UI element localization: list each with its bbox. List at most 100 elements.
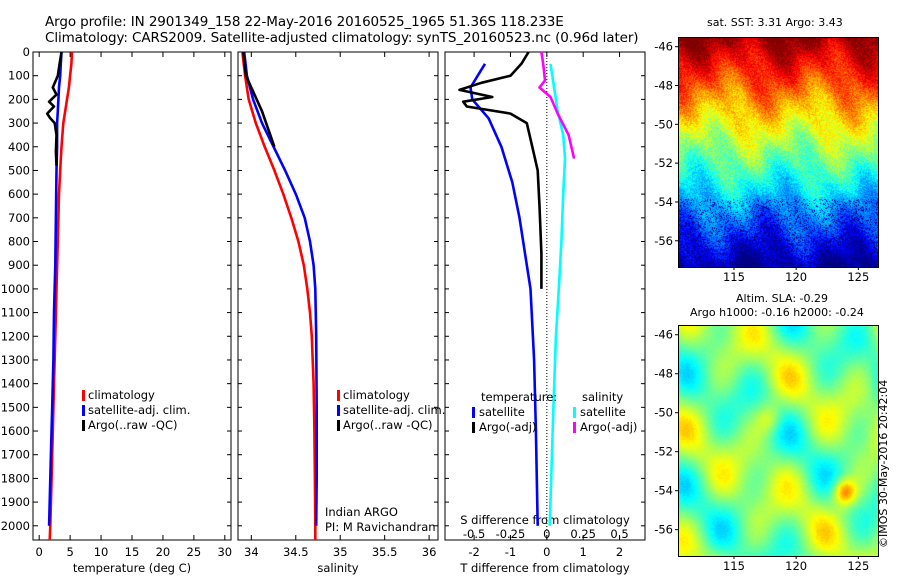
chart-title-line-1: Argo profile: IN 2901349_158 22-May-2016… [45, 14, 564, 30]
x-tick-label: 36 [422, 545, 437, 559]
map-x-tick-label: 115 [723, 270, 745, 284]
series-line-3 [548, 63, 567, 526]
legend-label: climatology [343, 388, 410, 402]
x-axis-label: T difference from climatology [459, 561, 630, 575]
profile-panel-2: 34 34.5 35 35.5 36 salinity climatologysatelli… [237, 51, 445, 575]
map-x-tick-label: 120 [785, 559, 807, 573]
series-line-2 [242, 51, 318, 526]
series-line-1 [48, 51, 74, 541]
legend-label: Argo(..raw -QC) [343, 418, 433, 432]
y-tick-label: 100 [8, 69, 30, 83]
chart-title-line-2: Climatology: CARS2009. Satellite-adjuste… [45, 30, 639, 46]
y-tick-label: 500 [8, 163, 30, 177]
y-tick-label: 1300 [1, 353, 30, 367]
legend-label: satellite-adj. clim. [343, 403, 445, 417]
y-tick-label: 1600 [1, 424, 30, 438]
imos-credit: ©IMOS 30-May-2016 20:42:04 [877, 379, 890, 548]
legend-swatch [337, 390, 340, 401]
legend-label: climatology [88, 388, 155, 402]
x-tick-label: 34 [244, 545, 259, 559]
annotation-line-2: PI: M Ravichandran [325, 520, 436, 534]
y-tick-label: 1700 [1, 448, 30, 462]
profile-panel-3: -2 -1 0 1 2 T difference from climatology S di… [444, 51, 646, 575]
top-tick-label: 0.25 [570, 527, 596, 541]
top-tick-label: -0.5 [463, 527, 485, 541]
top-tick-label: 0.5 [610, 527, 628, 541]
sla-map-axes: 115 120 125 -46 -48 -50 -52 -54 -56 [654, 328, 869, 573]
legend-header-temperature: temperature: [481, 390, 557, 404]
sla-map [678, 325, 879, 557]
x-tick-label: 25 [187, 545, 202, 559]
top-tick-label: 0 [543, 527, 550, 541]
x-tick-label: 10 [94, 545, 109, 559]
x-tick-label: -2 [468, 545, 479, 559]
top-tick-label: -0.25 [496, 527, 526, 541]
legend-label: satellite-adj. clim. [88, 403, 190, 417]
y-tick-label: 1800 [1, 471, 30, 485]
legend-swatch [82, 390, 85, 401]
y-tick-label: 600 [8, 187, 30, 201]
map-y-tick-label: -54 [654, 195, 673, 209]
sst-heatmap [679, 38, 878, 267]
x-axis-label: salinity [317, 561, 358, 575]
x-tick-label: 0 [543, 545, 550, 559]
y-tick-label: 0 [23, 45, 30, 59]
legend-swatch [82, 420, 85, 431]
x-tick-label: 0 [36, 545, 43, 559]
x-axis-label: temperature (deg C) [73, 561, 191, 575]
map-y-tick-label: -46 [654, 328, 673, 342]
x-tick-label: 15 [125, 545, 140, 559]
x-tick-label: -1 [505, 545, 516, 559]
y-tick-label: 200 [8, 92, 30, 106]
legend-swatch [337, 405, 340, 416]
y-tick-label: 1100 [1, 306, 30, 320]
legend-label: Argo(-adj) [479, 420, 536, 434]
series-line-1 [241, 51, 317, 540]
series-line-3 [45, 51, 63, 166]
legend-swatch [472, 422, 475, 433]
legend-swatch [82, 405, 85, 416]
map-y-tick-label: -50 [654, 117, 673, 131]
map-x-tick-label: 115 [723, 559, 745, 573]
map-x-tick-label: 120 [785, 270, 807, 284]
map-x-tick-label: 125 [847, 559, 869, 573]
sst-map [678, 37, 879, 268]
map-y-tick-label: -50 [654, 406, 673, 420]
y-tick-label: 400 [8, 140, 30, 154]
legend-label: Argo(-adj) [580, 420, 637, 434]
sst-map-axes: 115 120 125 -46 -48 -50 -52 -54 -56 [654, 40, 869, 284]
legend-swatch [472, 407, 475, 418]
map-y-tick-label: -52 [654, 156, 673, 170]
legend-swatch [337, 420, 340, 431]
legend-label: Argo(..raw -QC) [88, 418, 178, 432]
plot-frame [444, 51, 646, 541]
y-tick-label: 1900 [1, 495, 30, 509]
y-tick-label: 2000 [1, 519, 30, 533]
sst-map-title: sat. SST: 3.31 Argo: 3.43 [707, 16, 843, 29]
map-y-tick-label: -46 [654, 40, 673, 54]
annotation-line-1: Indian ARGO [325, 505, 398, 519]
y-tick-label: 300 [8, 116, 30, 130]
map-y-tick-label: -52 [654, 445, 673, 459]
legend-swatch [573, 407, 576, 418]
x-tick-label: 1 [580, 545, 587, 559]
series-line-1 [469, 63, 539, 526]
x-tick-label: 30 [217, 545, 232, 559]
sla-map-subtitle: Argo h1000: -0.16 h2000: -0.24 [690, 306, 864, 319]
x-tick-label: 34.5 [283, 545, 309, 559]
x-tick-label: 35.5 [372, 545, 398, 559]
y-tick-label: 800 [8, 235, 30, 249]
y-tick-label: 900 [8, 258, 30, 272]
x-tick-label: 35 [333, 545, 348, 559]
legend-header-salinity: salinity [582, 390, 623, 404]
x-tick-label: 20 [156, 545, 171, 559]
plot-frame [237, 51, 439, 541]
y-tick-label: 1500 [1, 400, 30, 414]
x-tick-label: 5 [66, 545, 73, 559]
series-line-2 [47, 51, 63, 526]
x-tick-label: 2 [616, 545, 623, 559]
series-line-4 [538, 51, 576, 159]
y-tick-label: 1000 [1, 282, 30, 296]
sla-heatmap [679, 326, 878, 556]
